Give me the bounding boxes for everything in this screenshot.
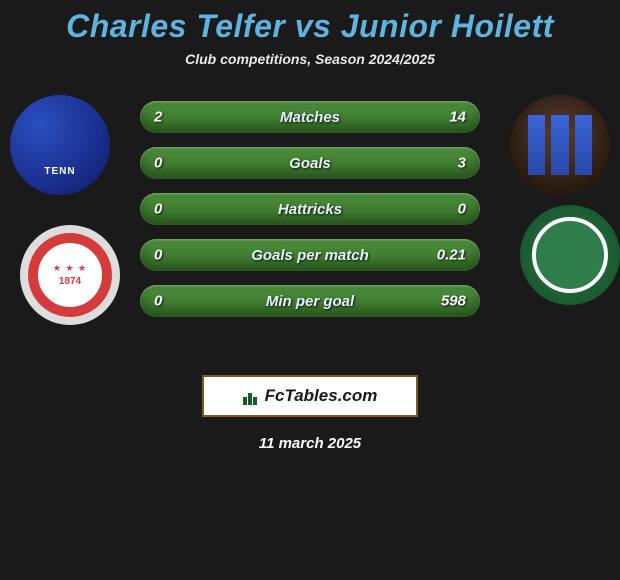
- avatar-player-right: [510, 95, 610, 195]
- stat-value-left: 0: [154, 293, 162, 310]
- stat-label: Hattricks: [278, 201, 342, 218]
- avatar-club-left: ★ ★ ★ 1874: [20, 225, 120, 325]
- stat-row: 2 14 Matches: [140, 101, 480, 133]
- stat-label: Matches: [280, 109, 340, 126]
- stat-value-right: 598: [441, 293, 466, 310]
- avatar-club-right: [520, 205, 620, 305]
- comparison-area: TENN ★ ★ ★ 1874 2 14 Matches 0 3 Goals 0 0 Hattr…: [0, 95, 620, 355]
- stat-row: 0 3 Goals: [140, 147, 480, 179]
- avatar-player-left: TENN: [10, 95, 110, 195]
- branding-text: FcTables.com: [265, 386, 378, 406]
- infographic-root: Charles Telfer vs Junior Hoilett Club co…: [0, 0, 620, 452]
- stat-row: 0 0 Hattricks: [140, 193, 480, 225]
- stat-value-right: 14: [449, 109, 466, 126]
- stat-value-right: 3: [458, 155, 466, 172]
- jersey-text-left: TENN: [10, 166, 110, 177]
- crest-year: 1874: [59, 276, 81, 287]
- title-player1: Charles Telfer: [66, 8, 285, 44]
- kit-stripes-icon: [510, 95, 610, 195]
- stat-label: Goals: [289, 155, 331, 172]
- stat-row: 0 0.21 Goals per match: [140, 239, 480, 271]
- subtitle: Club competitions, Season 2024/2025: [0, 51, 620, 67]
- stat-row: 0 598 Min per goal: [140, 285, 480, 317]
- bars-icon: [243, 387, 261, 405]
- stat-value-left: 0: [154, 155, 162, 172]
- club-crest-right-icon: [532, 217, 608, 293]
- stat-value-right: 0: [458, 201, 466, 218]
- crest-stars-icon: ★ ★ ★: [53, 263, 87, 274]
- stats-table: 2 14 Matches 0 3 Goals 0 0 Hattricks 0 0.21 Goals p…: [140, 101, 480, 331]
- date-text: 11 march 2025: [0, 435, 620, 452]
- club-crest-left-icon: ★ ★ ★ 1874: [28, 233, 112, 317]
- stat-value-left: 0: [154, 247, 162, 264]
- stat-value-left: 0: [154, 201, 162, 218]
- stat-value-right: 0.21: [437, 247, 466, 264]
- stat-label: Min per goal: [266, 293, 354, 310]
- stat-label: Goals per match: [251, 247, 369, 264]
- stat-value-left: 2: [154, 109, 162, 126]
- title: Charles Telfer vs Junior Hoilett: [0, 8, 620, 45]
- title-vs: vs: [295, 8, 332, 44]
- title-player2: Junior Hoilett: [341, 8, 554, 44]
- branding-badge: FcTables.com: [202, 375, 418, 417]
